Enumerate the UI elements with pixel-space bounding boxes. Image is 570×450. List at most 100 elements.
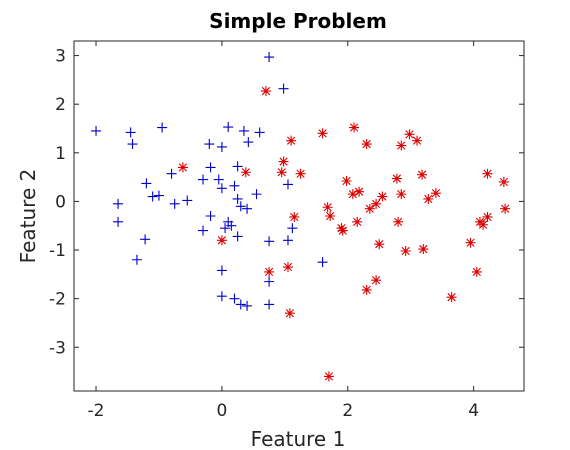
y-tick-label: 3 [55, 47, 66, 67]
plus-marker [235, 299, 246, 310]
star-marker [361, 284, 372, 295]
axis-ticks [74, 41, 524, 391]
plus-marker [232, 193, 243, 204]
plus-marker [141, 178, 152, 189]
y-tick-label: 2 [55, 95, 66, 115]
plus-marker [198, 225, 209, 236]
star-marker [482, 168, 493, 179]
plus-marker [157, 122, 168, 133]
x-tick-label: 2 [342, 401, 353, 421]
plus-marker [216, 141, 227, 152]
star-marker [317, 128, 328, 139]
plus-marker [131, 254, 142, 265]
y-tick-label: -3 [49, 338, 66, 358]
plot-area [73, 40, 525, 392]
plus-marker [113, 198, 124, 209]
star-marker [216, 235, 227, 246]
star-marker [286, 135, 297, 146]
star-marker [500, 203, 511, 214]
plus-marker [140, 234, 151, 245]
plus-marker [216, 183, 227, 194]
plus-marker [282, 235, 293, 246]
star-marker [177, 162, 188, 173]
star-marker [349, 122, 360, 133]
plus-marker [220, 223, 231, 234]
star-marker [471, 266, 482, 277]
plus-marker [198, 174, 209, 185]
plus-marker [205, 211, 216, 221]
plus-marker [216, 265, 227, 276]
star-marker [260, 86, 271, 97]
star-marker [423, 193, 434, 204]
plus-marker [254, 127, 265, 138]
star-marker [240, 167, 251, 178]
plus-marker [235, 201, 246, 212]
star-marker [284, 308, 295, 319]
plus-marker [243, 137, 254, 148]
y-axis-label: Feature 2 [16, 169, 40, 264]
plus-marker [232, 161, 243, 172]
star-marker [341, 176, 352, 186]
star-marker [278, 156, 289, 167]
x-axis-label: Feature 1 [251, 427, 346, 450]
star-marker [391, 173, 402, 184]
plus-marker [204, 139, 215, 150]
plus-marker [213, 174, 224, 185]
plus-marker [229, 293, 240, 304]
star-marker [264, 266, 275, 277]
axes-box [73, 40, 525, 392]
star-marker [352, 216, 363, 227]
plus-marker [166, 168, 177, 179]
star-marker [325, 211, 336, 221]
y-tick-label: 1 [55, 144, 66, 164]
red-star-series [177, 86, 511, 382]
x-tick-label: 0 [216, 401, 227, 421]
plus-marker [242, 300, 253, 311]
y-tick-label: -1 [49, 241, 66, 261]
plus-marker [238, 125, 249, 136]
star-marker [446, 292, 457, 303]
star-marker [347, 189, 358, 200]
plus-marker [278, 83, 289, 94]
star-marker [374, 239, 385, 250]
plus-marker [91, 125, 102, 136]
star-marker [336, 223, 347, 234]
star-marker [371, 275, 382, 286]
star-marker [400, 246, 411, 256]
star-marker [323, 371, 334, 382]
plus-marker [287, 223, 298, 234]
star-marker [354, 186, 365, 197]
star-marker [393, 216, 404, 227]
plus-marker [147, 191, 158, 202]
data-markers [91, 52, 511, 382]
star-marker [282, 262, 293, 273]
star-marker [371, 198, 382, 209]
star-marker [418, 244, 429, 255]
plus-marker [205, 162, 216, 173]
plus-marker [153, 190, 164, 201]
plus-marker [216, 291, 227, 302]
plus-marker [264, 299, 275, 310]
y-tick-label: -2 [49, 290, 66, 310]
plus-marker [264, 236, 275, 247]
star-marker [412, 135, 423, 146]
plus-marker [113, 216, 124, 227]
x-tick-label: 4 [468, 401, 479, 421]
x-tick-label: -2 [88, 401, 105, 421]
y-tick-label: 0 [55, 192, 66, 212]
star-marker [430, 188, 441, 199]
star-marker [396, 140, 407, 151]
star-marker [337, 225, 348, 236]
plus-marker [264, 52, 275, 63]
star-marker [276, 167, 287, 178]
plus-marker [125, 127, 136, 138]
plus-marker [317, 257, 328, 268]
plus-marker [127, 139, 138, 150]
plus-marker [182, 195, 193, 206]
plus-marker [226, 220, 237, 231]
x-tick-labels: -2 0 2 4 [88, 401, 480, 421]
star-marker [478, 219, 489, 230]
plus-marker [282, 179, 293, 190]
